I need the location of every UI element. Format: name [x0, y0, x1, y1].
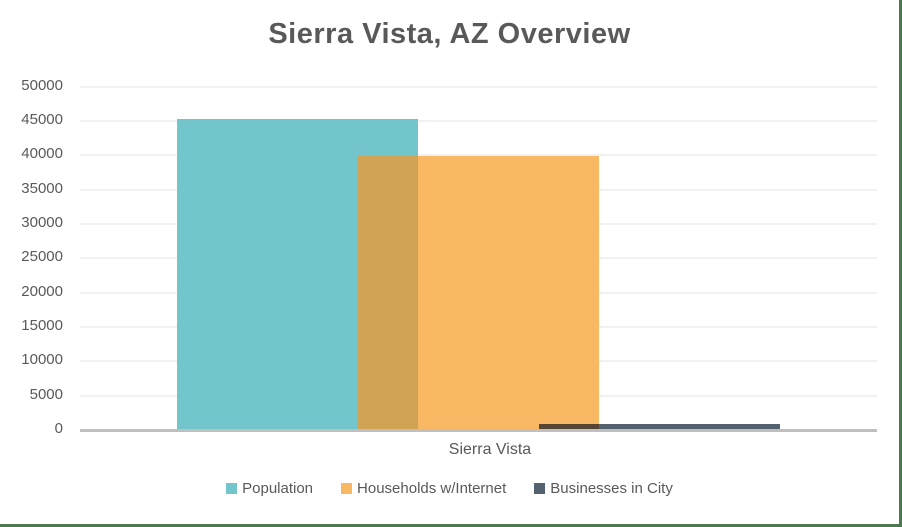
- y-axis-tick-label: 5000: [29, 385, 63, 403]
- y-axis-tick-label: 0: [54, 420, 63, 437]
- y-axis-tick-label: 50000: [21, 76, 63, 94]
- legend-item-population[interactable]: Population: [226, 480, 313, 497]
- chart-title: Sierra Vista, AZ Overview: [268, 18, 631, 50]
- y-axis-tick-label: 35000: [21, 179, 63, 197]
- gridline: [80, 85, 877, 88]
- gridline: [80, 120, 877, 122]
- x-axis-category-label: Sierra Vista: [448, 441, 532, 458]
- legend-item-households-w-internet[interactable]: Households w/Internet: [341, 480, 506, 497]
- y-axis-tick-label: 10000: [21, 351, 63, 369]
- x-axis-line: [80, 429, 877, 432]
- y-axis-tick-label: 15000: [21, 317, 63, 334]
- legend-label: Businesses in City: [550, 480, 673, 497]
- legend-swatch-icon: [534, 483, 546, 494]
- legend: Population Households w/Internet Businesse…: [0, 480, 899, 497]
- y-axis-tick-label: 30000: [21, 214, 63, 231]
- gridline: [80, 154, 877, 157]
- bar-overlap-households-businesses[interactable]: [539, 424, 599, 429]
- y-axis-tick-label: 20000: [21, 282, 63, 300]
- legend-item-businesses-in-city[interactable]: Businesses in City: [534, 480, 673, 497]
- bar-businesses-in-city[interactable]: [539, 424, 780, 429]
- legend-label: Population: [242, 480, 314, 497]
- legend-swatch-icon: [341, 483, 353, 494]
- legend-swatch-icon: [226, 483, 238, 494]
- y-axis-tick-label: 40000: [21, 145, 63, 163]
- legend-label: Households w/Internet: [357, 480, 507, 497]
- y-axis-tick-label: 45000: [21, 111, 63, 128]
- bar-overlap-population-households[interactable]: [358, 155, 418, 429]
- y-axis-tick-label: 25000: [21, 248, 63, 266]
